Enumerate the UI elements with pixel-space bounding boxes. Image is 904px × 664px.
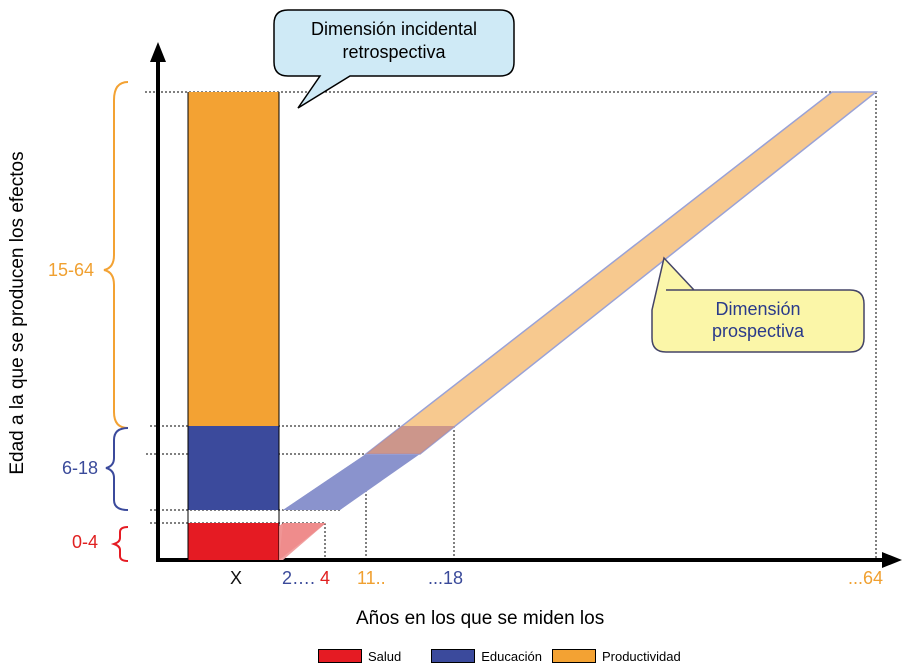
legend-swatch-productividad: [551, 649, 596, 663]
overlap-band: [366, 426, 455, 454]
educacion-column: [188, 426, 279, 510]
salud-band-main: [279, 523, 326, 560]
x-tick-2: 2….: [282, 568, 316, 588]
y-axis-title-text: Edad a la que se producen los efectos: [7, 151, 28, 475]
salud-column: [188, 523, 279, 560]
legend: Salud Educación Productividad: [318, 648, 681, 664]
x-tick-x: X: [230, 568, 243, 588]
callout-prosp-shape: [651, 256, 865, 353]
x-tick-11: 11..: [357, 568, 386, 588]
callout-prosp-line1: Dimensión: [715, 299, 801, 319]
bracket-label-0-4: 0-4: [72, 532, 99, 552]
legend-swatch-educacion: [431, 649, 476, 663]
x-tick-18: ...18: [428, 568, 464, 588]
bracket-0-4: [110, 526, 129, 562]
bracket-6-18: [105, 427, 129, 511]
legend-label-salud: Salud: [368, 648, 402, 664]
bracket-15-64: [103, 81, 129, 429]
bracket-label-6-18: 6-18: [62, 458, 99, 478]
bracket-label-15-64: 15-64: [48, 260, 95, 280]
callout-prosp-text: Dimensión prospectiva: [654, 298, 862, 342]
y-axis-title-rotated: Edad a la que se producen los efectos: [7, 133, 29, 493]
y-axis-arrow: [150, 42, 166, 62]
legend-label-productividad: Productividad: [601, 648, 681, 664]
productividad-column: [188, 92, 279, 426]
legend-label-educacion: Educación: [481, 648, 542, 664]
callout-retro-text: Dimensión incidental retrospectiva: [276, 18, 512, 64]
callout-retro-line2: retrospectiva: [342, 42, 446, 62]
callout-prosp-line2: prospectiva: [711, 321, 805, 341]
x-tick-4: 4: [320, 568, 331, 588]
callout-retro-shape: [273, 9, 515, 109]
educacion-band-shape: [283, 454, 420, 510]
x-tick-64: ...64: [848, 568, 884, 588]
x-axis-arrow: [882, 552, 902, 568]
x-axis-title: Años en los que se miden los: [356, 608, 605, 629]
productividad-band: [363, 91, 879, 455]
legend-swatch-salud: [318, 649, 362, 663]
callout-retro-line1: Dimensión incidental: [310, 19, 478, 39]
